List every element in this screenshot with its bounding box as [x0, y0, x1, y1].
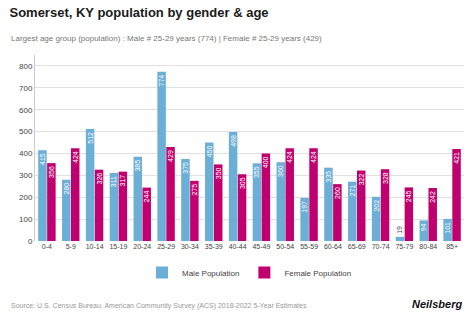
- svg-text:45-49: 45-49: [252, 243, 270, 250]
- svg-text:356: 356: [48, 166, 55, 178]
- svg-text:322: 322: [358, 174, 365, 186]
- svg-text:244: 244: [143, 191, 150, 203]
- svg-text:10-14: 10-14: [86, 243, 104, 250]
- svg-text:600: 600: [19, 106, 33, 115]
- svg-text:275: 275: [191, 184, 198, 196]
- svg-text:415: 415: [39, 153, 46, 165]
- svg-text:55-59: 55-59: [300, 243, 318, 250]
- svg-text:19: 19: [396, 226, 403, 234]
- svg-text:500: 500: [19, 127, 33, 136]
- svg-text:50-54: 50-54: [276, 243, 294, 250]
- svg-text:311: 311: [110, 176, 117, 187]
- svg-text:335: 335: [325, 171, 332, 183]
- svg-text:Largest age group (population): Largest age group (population) : Male # …: [11, 34, 322, 43]
- svg-text:424: 424: [286, 151, 293, 163]
- svg-text:94: 94: [420, 223, 427, 231]
- svg-text:498: 498: [230, 135, 237, 147]
- svg-text:317: 317: [119, 175, 126, 187]
- svg-text:774: 774: [158, 75, 165, 87]
- svg-text:242: 242: [429, 191, 436, 203]
- svg-text:385: 385: [134, 160, 141, 172]
- svg-text:100: 100: [19, 215, 33, 224]
- svg-text:0: 0: [28, 237, 33, 246]
- svg-text:197: 197: [301, 201, 308, 213]
- svg-text:Female Population: Female Population: [284, 269, 351, 278]
- svg-text:375: 375: [182, 162, 189, 174]
- svg-text:400: 400: [19, 149, 33, 158]
- svg-text:326: 326: [96, 173, 103, 185]
- svg-text:300: 300: [19, 171, 33, 180]
- svg-text:424: 424: [310, 151, 317, 163]
- svg-text:25-29: 25-29: [157, 243, 175, 250]
- svg-text:328: 328: [382, 172, 389, 184]
- svg-text:400: 400: [262, 156, 269, 168]
- svg-text:Neilsberg: Neilsberg: [412, 298, 462, 310]
- svg-text:280: 280: [63, 183, 70, 195]
- svg-text:429: 429: [167, 150, 174, 162]
- svg-text:15-19: 15-19: [109, 243, 127, 250]
- svg-text:40-44: 40-44: [229, 243, 247, 250]
- svg-text:60-64: 60-64: [324, 243, 342, 250]
- svg-text:Source: U.S. Census Bureau, Am: Source: U.S. Census Bureau, American Com…: [11, 302, 307, 310]
- svg-text:80-84: 80-84: [419, 243, 437, 250]
- svg-text:30-34: 30-34: [181, 243, 199, 250]
- svg-text:305: 305: [239, 177, 246, 189]
- svg-text:5-9: 5-9: [66, 243, 76, 250]
- svg-text:85+: 85+: [446, 243, 458, 250]
- svg-text:70-74: 70-74: [372, 243, 390, 250]
- svg-text:421: 421: [453, 152, 460, 164]
- svg-text:202: 202: [373, 200, 380, 212]
- svg-text:200: 200: [19, 193, 33, 202]
- svg-text:800: 800: [19, 62, 33, 71]
- svg-text:260: 260: [334, 187, 341, 199]
- svg-text:512: 512: [87, 132, 94, 144]
- svg-text:360: 360: [277, 165, 284, 177]
- svg-text:350: 350: [215, 167, 222, 179]
- svg-text:Male Population: Male Population: [182, 269, 239, 278]
- svg-text:75-79: 75-79: [395, 243, 413, 250]
- svg-text:0-4: 0-4: [42, 243, 52, 250]
- svg-text:Somerset, KY population by gen: Somerset, KY population by gender & age: [9, 5, 268, 20]
- svg-text:700: 700: [19, 84, 33, 93]
- svg-text:271: 271: [349, 185, 356, 197]
- svg-text:35-39: 35-39: [205, 243, 223, 250]
- svg-text:101: 101: [444, 222, 451, 234]
- svg-text:424: 424: [72, 151, 79, 163]
- svg-text:450: 450: [206, 146, 213, 158]
- svg-text:355: 355: [253, 166, 260, 178]
- svg-text:20-24: 20-24: [133, 243, 151, 250]
- svg-text:65-69: 65-69: [348, 243, 366, 250]
- svg-text:245: 245: [405, 190, 412, 202]
